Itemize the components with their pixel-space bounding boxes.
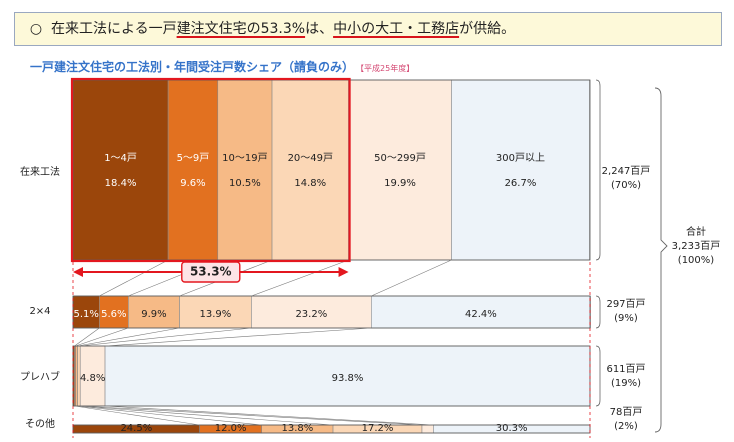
banner-text-before: 在来工法による一戸 bbox=[51, 21, 177, 37]
bucket-label: 10～19戸 bbox=[222, 152, 267, 164]
chart-title: 一戸建注文住宅の工法別・年間受注戸数シェア（請負のみ） 【平成25年度】 bbox=[30, 58, 414, 75]
grand-total-share: (100%) bbox=[678, 255, 714, 266]
connector-line bbox=[105, 405, 434, 426]
bar-segment bbox=[421, 424, 434, 434]
bar-segment bbox=[371, 295, 591, 329]
banner-text-middle: は、 bbox=[305, 21, 334, 37]
connector-line bbox=[74, 327, 100, 347]
data-label: 13.8% bbox=[281, 423, 313, 434]
connector-line bbox=[74, 405, 200, 426]
connector-line bbox=[77, 405, 334, 426]
total-bracket bbox=[595, 295, 601, 329]
category-label: その他 bbox=[25, 417, 55, 430]
total-share: (70%) bbox=[611, 180, 641, 191]
data-label: 5.1% bbox=[73, 309, 98, 320]
data-label: 93.8% bbox=[332, 373, 364, 384]
total-bracket bbox=[595, 79, 601, 261]
data-label: 26.7% bbox=[505, 178, 537, 189]
bar-segment bbox=[271, 79, 349, 261]
connector-line bbox=[371, 259, 452, 297]
bar-segment bbox=[79, 345, 106, 407]
connector-line bbox=[80, 327, 252, 347]
chart-period-note: 【平成25年度】 bbox=[360, 64, 415, 73]
bar-row-1 bbox=[72, 295, 591, 329]
total-amount: 78百戸 bbox=[610, 406, 643, 418]
connector-line bbox=[80, 405, 422, 426]
total-amount: 297百戸 bbox=[606, 298, 645, 310]
total-amount: 611百戸 bbox=[606, 363, 645, 375]
highlight-label: 53.3% bbox=[190, 265, 232, 279]
bar-segment bbox=[75, 345, 78, 407]
data-label: 10.5% bbox=[229, 178, 261, 189]
bullet-icon: ○ bbox=[29, 21, 43, 37]
grand-total-label: 合計 bbox=[686, 225, 706, 238]
bucket-label: 20～49戸 bbox=[288, 152, 333, 164]
total-bracket bbox=[595, 345, 601, 407]
total-share: (2%) bbox=[614, 421, 638, 432]
banner-text-after: が供給。 bbox=[459, 21, 516, 37]
bar-segment bbox=[167, 79, 219, 261]
connector-line bbox=[251, 259, 349, 297]
data-label: 30.3% bbox=[496, 423, 528, 434]
banner-highlight-share: 建注文住宅の53.3% bbox=[176, 21, 306, 37]
grand-total-amount: 3,233百戸 bbox=[672, 240, 721, 252]
data-label: 4.8% bbox=[80, 373, 105, 384]
category-label: 2×4 bbox=[29, 306, 50, 317]
bucket-label: 50～299戸 bbox=[374, 152, 426, 164]
highlight-label-box bbox=[181, 261, 241, 283]
data-label: 17.2% bbox=[362, 423, 394, 434]
data-label: 14.8% bbox=[294, 178, 326, 189]
category-label: プレハブ bbox=[20, 370, 60, 383]
bar-segment bbox=[179, 295, 252, 329]
bucket-label: 5～9戸 bbox=[177, 152, 210, 164]
data-label: 9.9% bbox=[141, 309, 166, 320]
connector-line bbox=[75, 405, 262, 426]
category-label: 在来工法 bbox=[20, 165, 60, 178]
data-label: 18.4% bbox=[105, 178, 137, 189]
data-label: 9.6% bbox=[180, 178, 205, 189]
data-label: 19.9% bbox=[384, 178, 416, 189]
total-share: (19%) bbox=[611, 378, 641, 389]
connector-line bbox=[105, 327, 372, 347]
summary-banner: ○ 在来工法による一戸建注文住宅の53.3%は、中小の大工・工務店が供給。 bbox=[14, 12, 722, 46]
connector-line bbox=[77, 327, 180, 347]
arrow-left-icon bbox=[73, 267, 83, 277]
bar-segment bbox=[348, 79, 452, 261]
grand-total-bracket bbox=[654, 87, 668, 433]
data-label: 12.0% bbox=[215, 423, 247, 434]
data-label: 24.5% bbox=[120, 423, 152, 434]
highlight-box bbox=[70, 77, 351, 263]
banner-highlight-builders: 中小の大工・工務店 bbox=[333, 21, 460, 37]
bar-segment bbox=[72, 79, 169, 261]
data-label: 42.4% bbox=[465, 309, 497, 320]
data-label: 13.9% bbox=[200, 309, 232, 320]
arrow-right-icon bbox=[338, 267, 349, 277]
bar-row-2 bbox=[72, 345, 591, 407]
bucket-label: 300戸以上 bbox=[496, 152, 545, 164]
connector-line bbox=[99, 259, 169, 297]
chart-title-text: 一戸建注文住宅の工法別・年間受注戸数シェア（請負のみ） bbox=[30, 60, 355, 74]
data-label: 5.6% bbox=[101, 309, 126, 320]
data-label: 23.2% bbox=[295, 309, 327, 320]
bar-segment bbox=[451, 79, 590, 261]
connector-line bbox=[75, 327, 129, 347]
total-share: (9%) bbox=[614, 313, 638, 324]
bar-row-0 bbox=[72, 79, 591, 261]
total-amount: 2,247百戸 bbox=[602, 165, 651, 177]
bar-segment bbox=[217, 79, 273, 261]
bucket-label: 1～4戸 bbox=[104, 152, 137, 164]
